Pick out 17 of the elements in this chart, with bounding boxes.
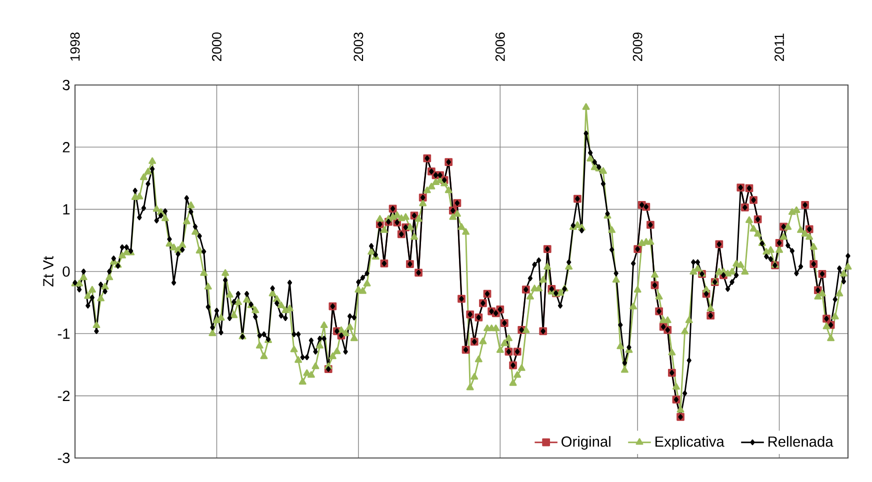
x-tick-label: 2009 xyxy=(632,32,642,61)
x-tick-label: 2000 xyxy=(212,32,222,61)
x-tick-label: 2011 xyxy=(774,34,784,61)
y-tick-label: 0 xyxy=(62,266,70,277)
y-tick-label: 1 xyxy=(63,204,70,214)
legend-label: Rellenada xyxy=(768,436,834,447)
y-tick-label: 2 xyxy=(62,142,70,152)
x-tick-label: 2006 xyxy=(495,32,505,61)
legend-label: Original xyxy=(562,436,610,450)
legend-label: Explicativa xyxy=(656,436,724,450)
y-tick-label: -2 xyxy=(58,390,70,401)
x-tick-label: 2003 xyxy=(354,32,364,61)
y-tick-label: -1 xyxy=(58,328,70,339)
y-axis-title: Zt Vt xyxy=(43,256,54,287)
y-tick-label: -3 xyxy=(58,452,70,464)
y-tick-label: 3 xyxy=(62,80,70,90)
x-tick-label: 1998 xyxy=(70,32,80,61)
